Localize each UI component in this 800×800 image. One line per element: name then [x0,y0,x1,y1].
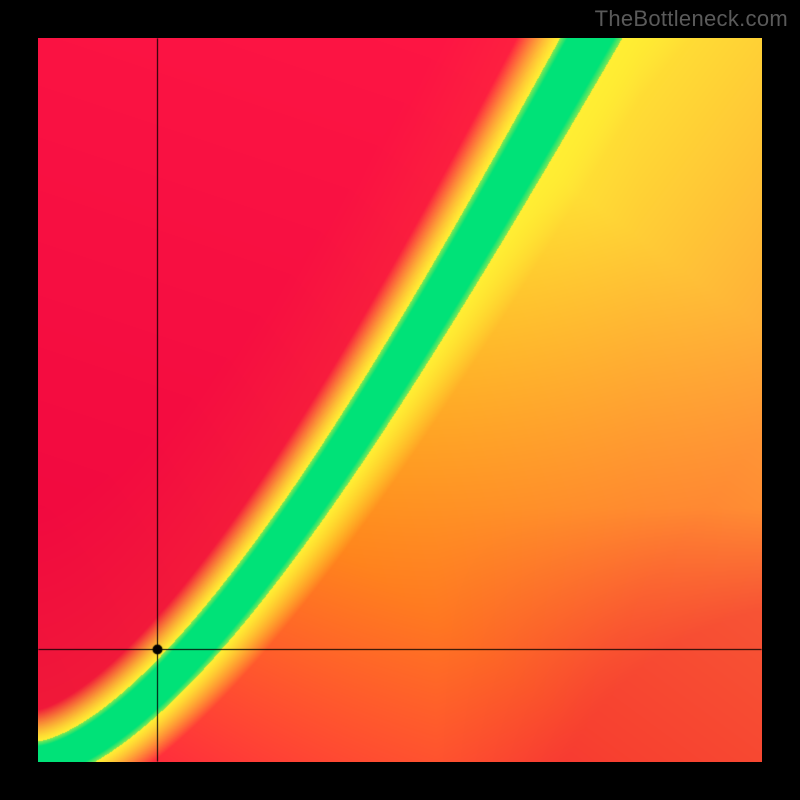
chart-container: TheBottleneck.com [0,0,800,800]
watermark-text: TheBottleneck.com [595,6,788,32]
bottleneck-heatmap [38,38,762,762]
